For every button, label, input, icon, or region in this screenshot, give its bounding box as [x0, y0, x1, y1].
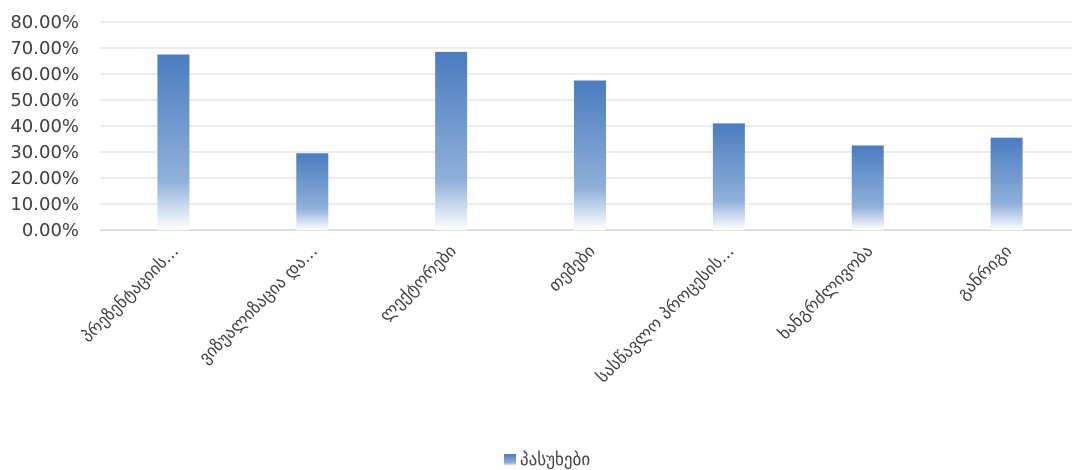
bar	[851, 145, 884, 230]
y-tick-label: 60.00%	[10, 64, 79, 85]
x-tick-label: ხანგრძლივობა	[775, 241, 878, 344]
y-tick-label: 70.00%	[10, 38, 79, 59]
y-tick-label: 80.00%	[10, 12, 79, 33]
bar	[574, 80, 606, 230]
x-tick-label: ლექტორები	[376, 241, 461, 326]
y-tick-label: 50.00%	[10, 90, 79, 111]
legend-swatch	[504, 454, 516, 466]
y-tick-label: 10.00%	[10, 194, 79, 215]
legend: პასუხები	[504, 450, 590, 470]
bar	[296, 153, 329, 230]
bar	[157, 54, 190, 230]
y-tick-label: 30.00%	[10, 142, 79, 163]
x-tick-label: პრეზენტაციის...	[78, 241, 183, 346]
x-axis: პრეზენტაციის... ვიზუალიზაცია და... ლექტორე…	[78, 241, 1016, 387]
x-tick-label: ვიზუალიზაცია და...	[195, 241, 321, 367]
legend-label: პასუხები	[520, 450, 590, 470]
bar	[990, 137, 1023, 230]
bars	[157, 51, 1023, 231]
x-tick-label: განრიგი	[954, 241, 1017, 304]
x-tick-label: სასწავლო პროცესის...	[593, 241, 739, 387]
bar	[435, 51, 468, 231]
y-axis: 0.00% 10.00% 20.00% 30.00% 40.00% 50.00% 60.00…	[10, 12, 79, 241]
y-tick-label: 0.00%	[22, 220, 79, 241]
y-tick-label: 40.00%	[10, 116, 79, 137]
bar	[712, 123, 745, 230]
y-tick-label: 20.00%	[10, 168, 79, 189]
x-tick-label: თემები	[545, 241, 600, 296]
